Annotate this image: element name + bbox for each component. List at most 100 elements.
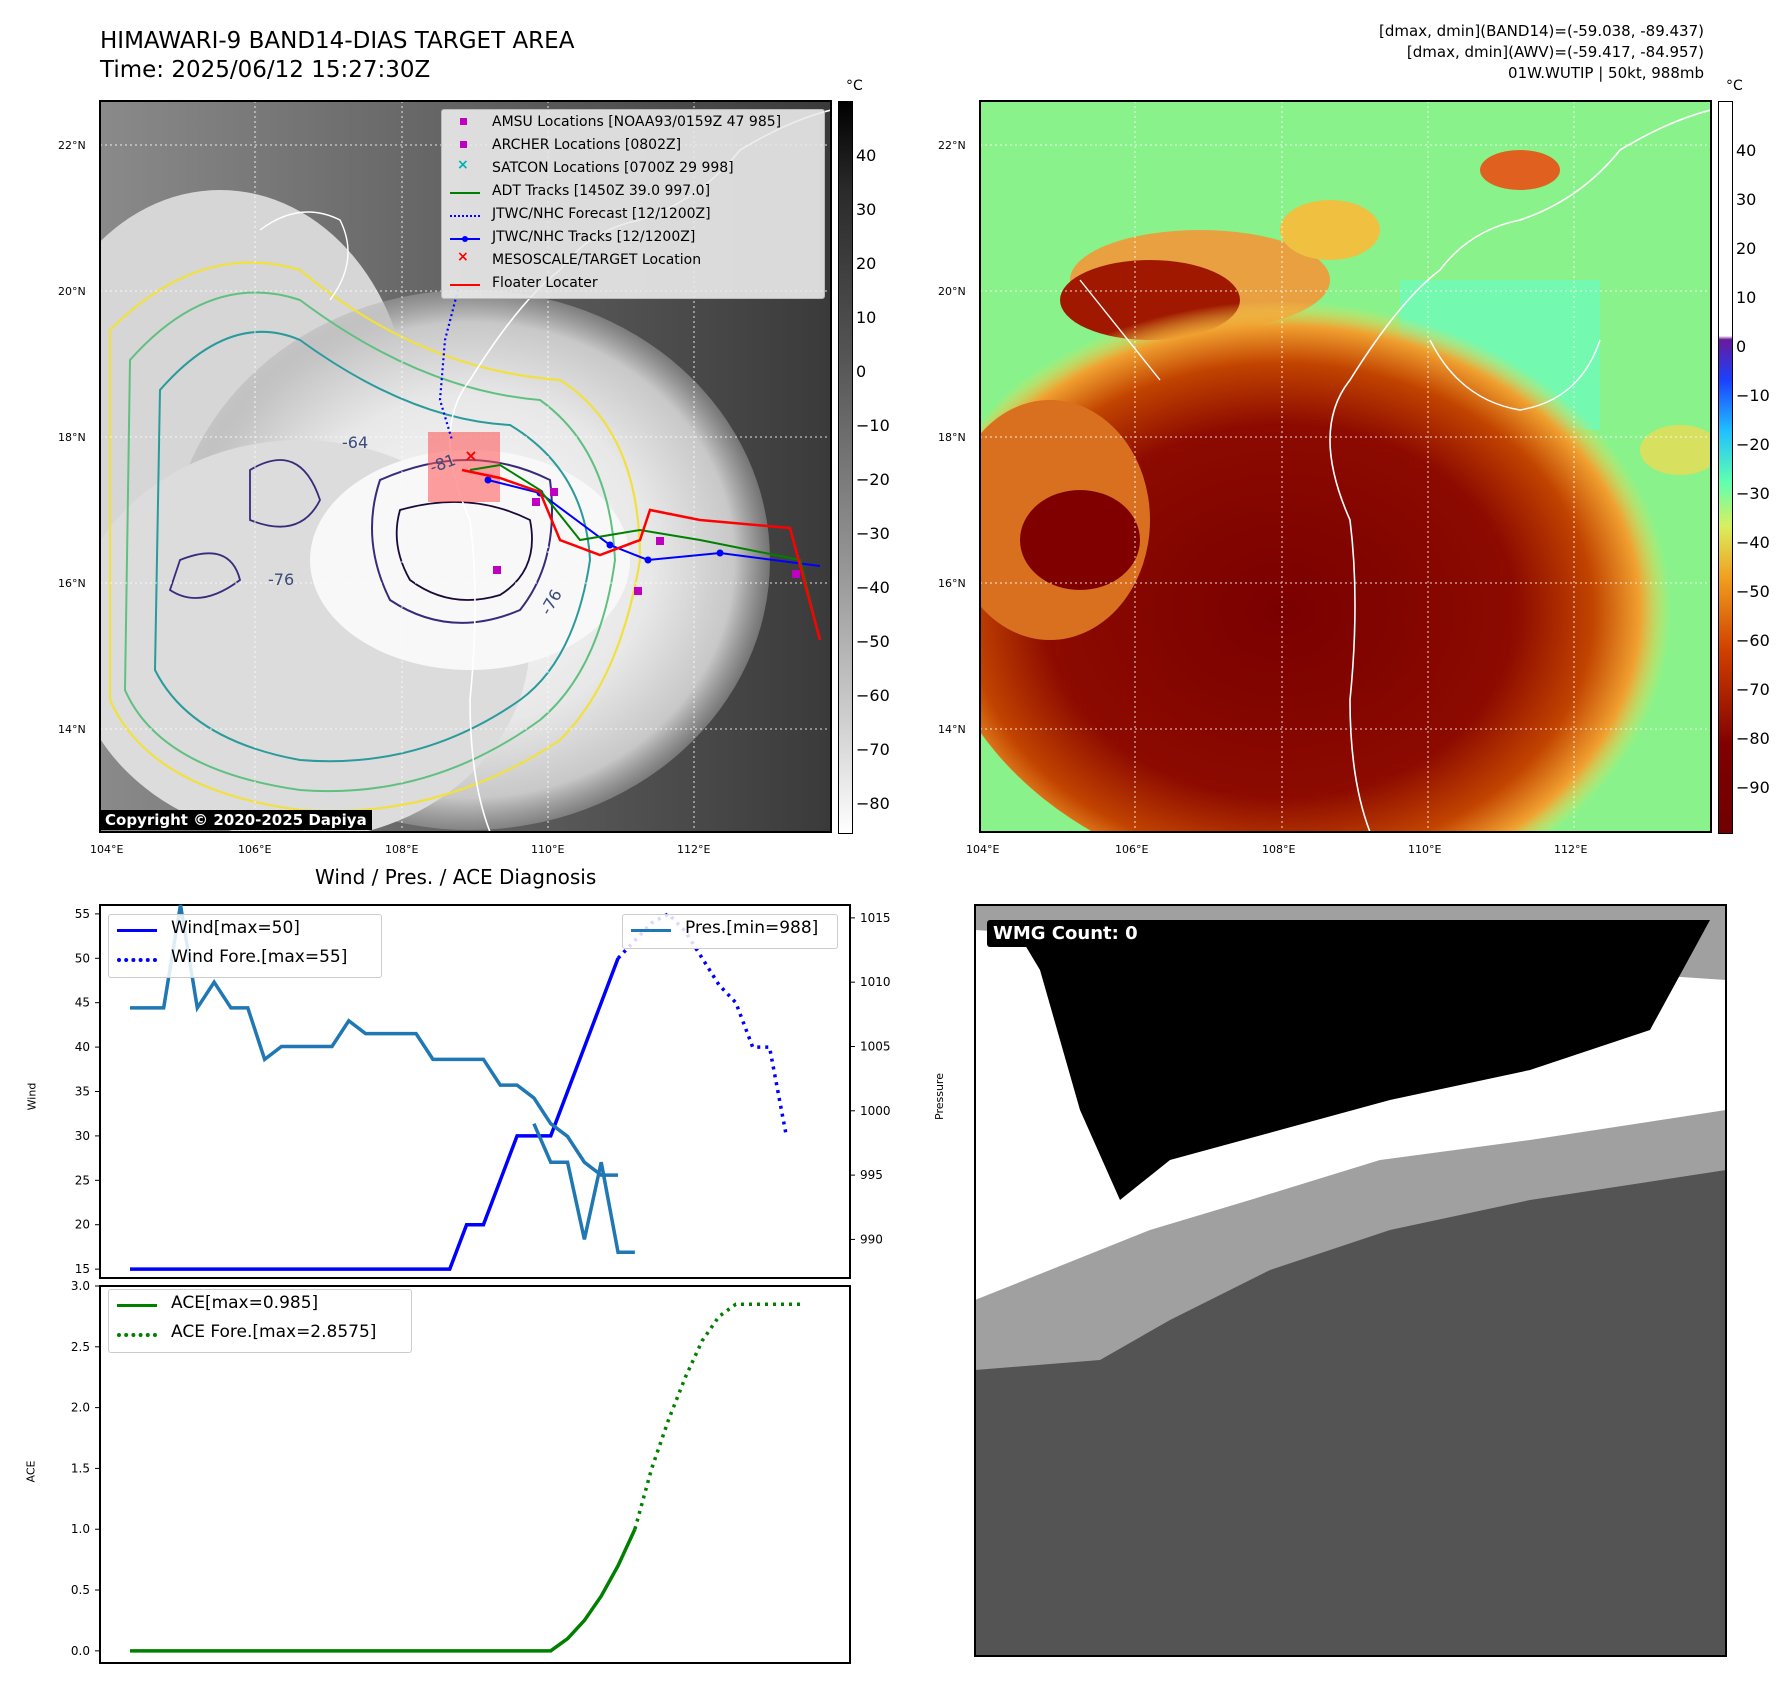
ytick-label: 45	[75, 996, 90, 1010]
wmg-count-label: WMG Count: 0	[987, 920, 1144, 947]
y2tick-label: 1015	[860, 911, 891, 925]
contour-yellow	[108, 261, 642, 813]
ytick-label: 0.5	[71, 1583, 90, 1597]
ace-legend: ACE[max=0.985] ACE Fore.[max=2.8575]	[108, 1289, 412, 1353]
legend-marker	[460, 141, 467, 148]
legend-line	[117, 958, 157, 962]
lon-label: 108°E	[385, 843, 418, 856]
colorbar-tick: −10	[1736, 386, 1770, 405]
ace-series-line-0	[130, 1528, 637, 1653]
jtwc-forecast-track	[438, 289, 460, 441]
ir-legend: AMSU Locations [NOAA93/0159Z 47 985] ARC…	[441, 109, 825, 299]
wmg-region-black	[1010, 920, 1710, 1200]
ytick-label: 1.0	[71, 1522, 90, 1536]
lat-label: 22°N	[938, 139, 966, 152]
legend-label: JTWC/NHC Tracks [12/1200Z]	[492, 229, 696, 245]
series-line-0	[130, 957, 620, 1271]
legend-label: JTWC/NHC Forecast [12/1200Z]	[492, 206, 711, 222]
lon-label: 110°E	[1408, 843, 1441, 856]
legend-marker	[450, 284, 480, 286]
series-line-2	[130, 904, 619, 1177]
lon-label: 106°E	[1115, 843, 1148, 856]
legend-label: Wind[max=50]	[171, 918, 300, 938]
colorbar-tick: −20	[1736, 435, 1770, 454]
legend-label: Wind Fore.[max=55]	[171, 947, 348, 967]
y2tick-label: 990	[860, 1232, 883, 1246]
colorbar-tick: 20	[856, 254, 877, 273]
colorbar-tick: −70	[856, 740, 890, 759]
legend-label: ACE Fore.[max=2.8575]	[171, 1322, 377, 1342]
legend-marker	[460, 118, 467, 125]
legend-row: ARCHER Locations [0802Z]	[442, 137, 822, 158]
pressure-ylabel: Pressure	[932, 1073, 946, 1120]
colorbar-tick: 20	[1736, 239, 1757, 258]
lat-label: 16°N	[58, 577, 86, 590]
legend-row: ADT Tracks [1450Z 39.0 997.0]	[442, 183, 822, 204]
ytick-label: 2.5	[71, 1340, 90, 1354]
figure-title: HIMAWARI-9 BAND14-DIAS TARGET AREA	[100, 28, 575, 54]
lat-label: 14°N	[58, 723, 86, 736]
awv-coastline	[1329, 109, 1711, 832]
wind-ylabel: Wind	[25, 1082, 39, 1111]
contour-label: -64	[342, 433, 368, 452]
stats-awv: [dmax, dmin](AWV)=(-59.417, -84.957)	[1406, 43, 1704, 61]
colorbar-tick: −40	[1736, 533, 1770, 552]
legend-row: JTWC/NHC Forecast [12/1200Z]	[442, 206, 822, 227]
colorbar-tick: 10	[856, 308, 877, 327]
ir-map-frame	[99, 100, 832, 833]
floater-track	[461, 468, 822, 641]
contour-teal	[153, 330, 592, 763]
legend-label: ACE[max=0.985]	[171, 1293, 319, 1313]
ytick-label: 35	[75, 1085, 90, 1099]
colorbar-tick: 30	[1736, 190, 1757, 209]
ytick-label: 40	[75, 1040, 90, 1054]
contour-inner	[395, 501, 533, 601]
legend-line	[117, 1304, 157, 1307]
ytick-label: 1.5	[71, 1461, 90, 1475]
colorbar-tick: −10	[856, 416, 890, 435]
ytick-label: 50	[75, 951, 90, 965]
legend-label: ARCHER Locations [0802Z]	[492, 137, 682, 153]
colorbar-tick: −80	[1736, 729, 1770, 748]
legend-label: SATCON Locations [0700Z 29 998]	[492, 160, 734, 176]
awv-map-panel: 22°N 20°N 18°N 16°N 14°N 104°E 106°E 108…	[938, 100, 1712, 856]
lon-label: 112°E	[1554, 843, 1587, 856]
ir-colorbar-ticks: 40 30 20 10 0 −10 −20 −30 −40 −50 −60 −7…	[856, 101, 896, 832]
lon-label: 106°E	[238, 843, 271, 856]
colorbar-tick: −20	[856, 470, 890, 489]
legend-label: Pres.[min=988]	[685, 918, 819, 938]
colorbar-tick: 40	[856, 146, 877, 165]
adt-track	[469, 463, 821, 641]
legend-label: ADT Tracks [1450Z 39.0 997.0]	[492, 183, 711, 199]
lat-label: 14°N	[938, 723, 966, 736]
awv-map-frame	[979, 100, 1712, 833]
legend-line	[631, 929, 671, 932]
series-line-3	[532, 1122, 635, 1255]
colorbar-tick: 40	[1736, 141, 1757, 160]
colorbar-tick: −90	[1736, 778, 1770, 797]
lon-label: 104°E	[90, 843, 123, 856]
chart-title: Wind / Pres. / ACE Diagnosis	[315, 865, 597, 889]
pressure-legend: Pres.[min=988]	[622, 914, 838, 949]
jtwc-track	[487, 479, 821, 567]
lon-label: 108°E	[1262, 843, 1295, 856]
y2tick-label: 1005	[860, 1039, 891, 1053]
lon-label: 110°E	[531, 843, 564, 856]
colorbar-tick: −40	[856, 578, 890, 597]
colorbar-tick: −60	[1736, 631, 1770, 650]
lon-label: 104°E	[966, 843, 999, 856]
legend-label: MESOSCALE/TARGET Location	[492, 252, 702, 268]
legend-line	[117, 929, 157, 932]
ir-map-panel: × -64 -81 -76 -76 22°N 20°N 18°N 16°N 14…	[58, 100, 832, 856]
contour-green	[123, 291, 617, 793]
legend-marker	[450, 192, 480, 194]
copyright-label: Copyright © 2020-2025 Dapiya	[100, 810, 372, 830]
ace-ylabel: ACE	[24, 1460, 38, 1483]
y2tick-label: 1000	[860, 1104, 891, 1118]
lat-label: 20°N	[58, 285, 86, 298]
colorbar-tick: 30	[856, 200, 877, 219]
colorbar-tick: 10	[1736, 288, 1757, 307]
colorbar-tick: −50	[856, 632, 890, 651]
ir-colorbar-unit: °C	[846, 78, 863, 94]
lat-label: 18°N	[938, 431, 966, 444]
